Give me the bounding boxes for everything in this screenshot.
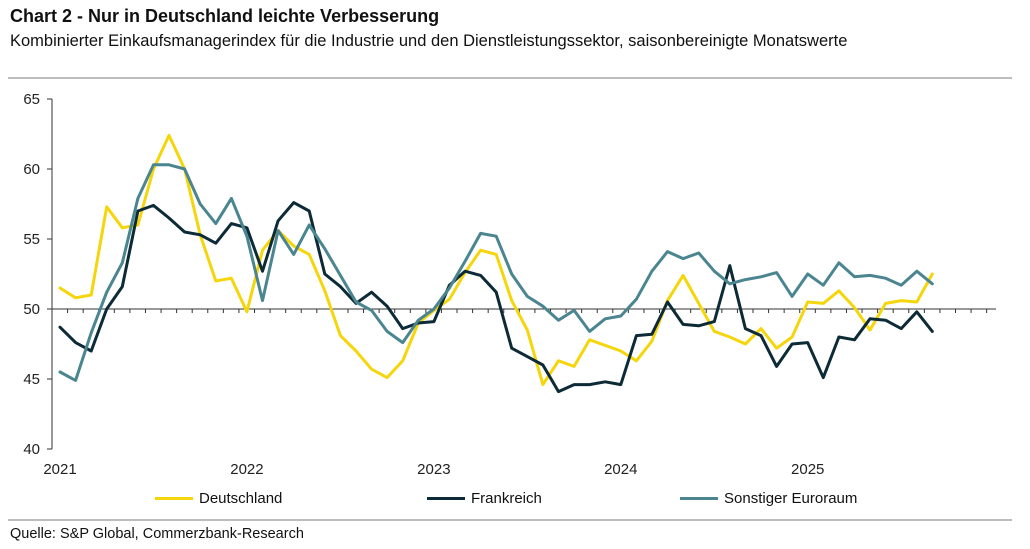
y-tick-label: 55 xyxy=(23,231,40,248)
legend-label: Sonstiger Euroraum xyxy=(724,490,858,507)
series-line-frankreich xyxy=(58,201,934,394)
top-divider xyxy=(8,77,1012,79)
chart-legend: Deutschland Frankreich Sonstiger Euroraum xyxy=(0,490,1030,514)
source-note: Quelle: S&P Global, Commerzbank-Research xyxy=(10,526,304,542)
y-tick-label: 40 xyxy=(23,441,40,458)
chart-subtitle: Kombinierter Einkaufsmanagerindex für di… xyxy=(10,32,848,50)
y-tick-label: 50 xyxy=(23,301,40,318)
legend-label: Frankreich xyxy=(471,490,542,507)
chart-axes: 40 45 50 55 60 65 2021 2022 2023 2024 2025 xyxy=(23,91,996,478)
bottom-divider xyxy=(8,519,1012,521)
y-tick-label: 60 xyxy=(23,161,40,178)
x-tick-label: 2025 xyxy=(791,461,824,478)
chart-title: Chart 2 - Nur in Deutschland leichte Ver… xyxy=(10,6,440,26)
x-tick-label: 2024 xyxy=(604,461,637,478)
line-chart: 40 45 50 55 60 65 2021 2022 2023 2024 2025 xyxy=(23,91,996,478)
legend-swatch xyxy=(155,497,193,500)
x-tick-label: 2022 xyxy=(230,461,263,478)
legend-item-frankreich: Frankreich xyxy=(427,490,542,507)
legend-swatch xyxy=(427,497,465,500)
y-tick-label: 45 xyxy=(23,371,40,388)
legend-swatch xyxy=(680,497,718,500)
legend-label: Deutschland xyxy=(199,490,283,507)
legend-item-sonstiger-euroraum: Sonstiger Euroraum xyxy=(680,490,857,507)
legend-item-deutschland: Deutschland xyxy=(155,490,282,507)
series-line-sonstiger-euroraum xyxy=(58,163,934,382)
y-tick-label: 65 xyxy=(23,91,40,108)
x-tick-label: 2023 xyxy=(417,461,450,478)
chart-lines xyxy=(58,133,934,394)
series-line-deutschland xyxy=(58,133,934,387)
x-tick-label: 2021 xyxy=(43,461,76,478)
